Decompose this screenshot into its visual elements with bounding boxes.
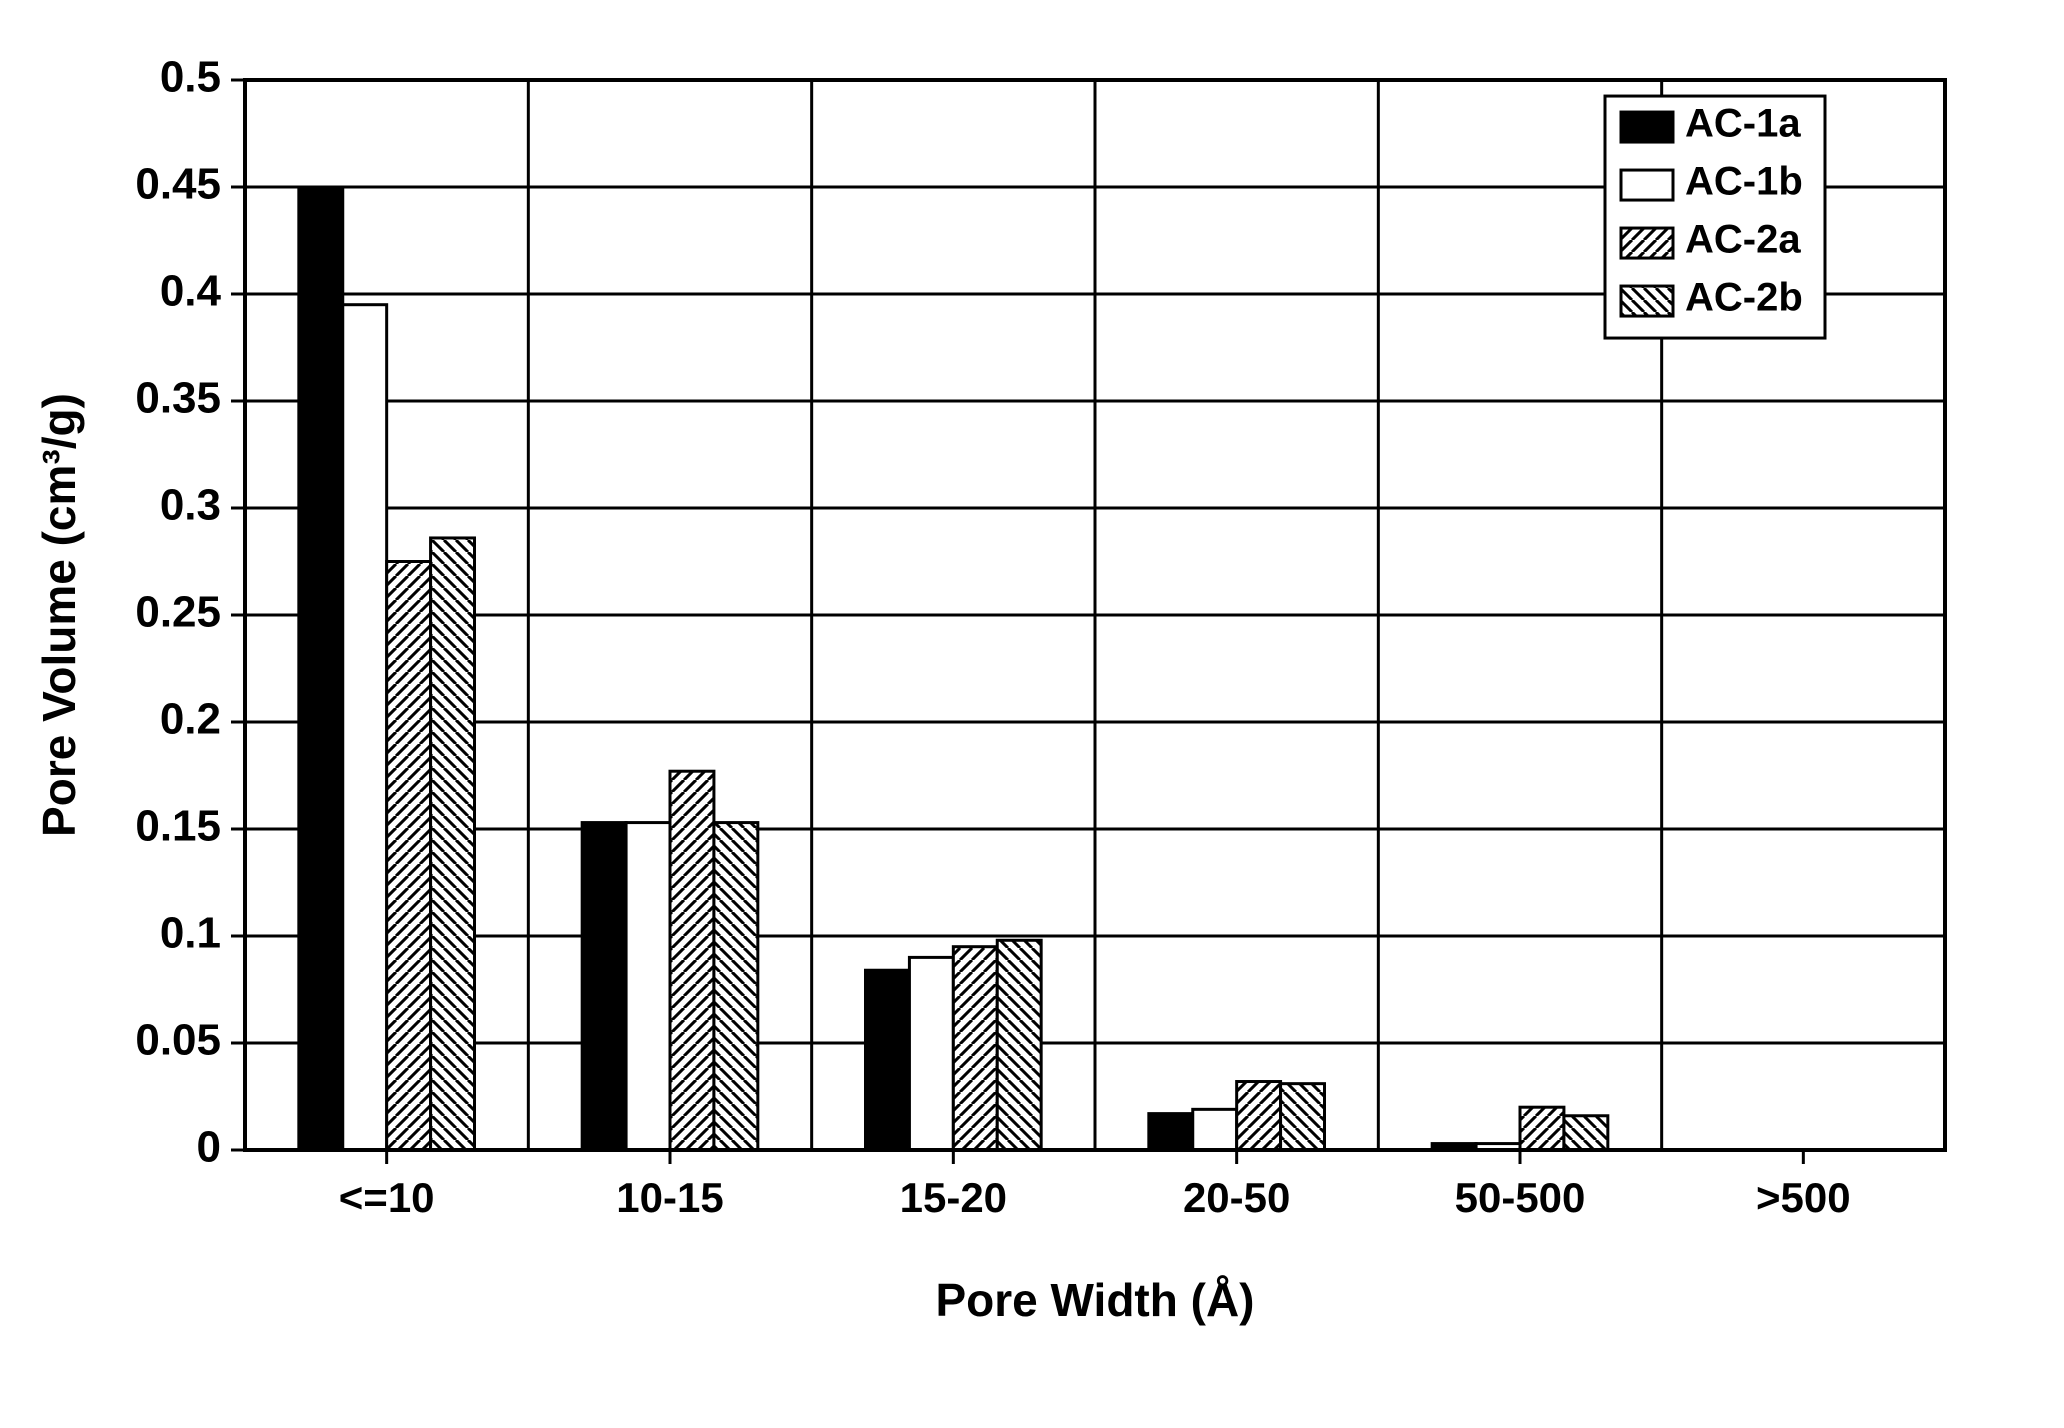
svg-text:10-15: 10-15 (616, 1174, 723, 1221)
svg-text:15-20: 15-20 (900, 1174, 1007, 1221)
svg-text:0.05: 0.05 (135, 1016, 221, 1065)
svg-text:0.1: 0.1 (160, 909, 221, 958)
svg-text:AC-1a: AC-1a (1685, 102, 1801, 146)
svg-text:0.45: 0.45 (135, 160, 221, 209)
svg-text:0.4: 0.4 (160, 267, 222, 316)
svg-text:AC-1b: AC-1b (1685, 160, 1803, 204)
svg-text:0: 0 (197, 1123, 221, 1172)
svg-text:Pore Width (Å): Pore Width (Å) (936, 1274, 1255, 1326)
pore-volume-chart: 0 0.05 0.1 0.15 0.2 0.25 0.3 0.35 0.4 0.45 0.5 <=10… (0, 0, 2064, 1428)
svg-text:Pore Volume (cm³/g): Pore Volume (cm³/g) (33, 393, 85, 837)
svg-text:<=10: <=10 (339, 1174, 435, 1221)
svg-text:20-50: 20-50 (1183, 1174, 1290, 1221)
svg-text:0.25: 0.25 (135, 588, 221, 637)
svg-text:0.2: 0.2 (160, 695, 221, 744)
svg-text:0.5: 0.5 (160, 53, 221, 102)
svg-text:50-500: 50-500 (1455, 1174, 1586, 1221)
svg-text:AC-2a: AC-2a (1685, 218, 1801, 262)
chart-canvas: 0 0.05 0.1 0.15 0.2 0.25 0.3 0.35 0.4 0.45 0.5 <=10… (0, 0, 2064, 1428)
svg-text:0.35: 0.35 (135, 374, 221, 423)
svg-text:>500: >500 (1756, 1174, 1851, 1221)
svg-text:AC-2b: AC-2b (1685, 276, 1803, 320)
svg-text:0.15: 0.15 (135, 802, 221, 851)
svg-text:0.3: 0.3 (160, 481, 221, 530)
